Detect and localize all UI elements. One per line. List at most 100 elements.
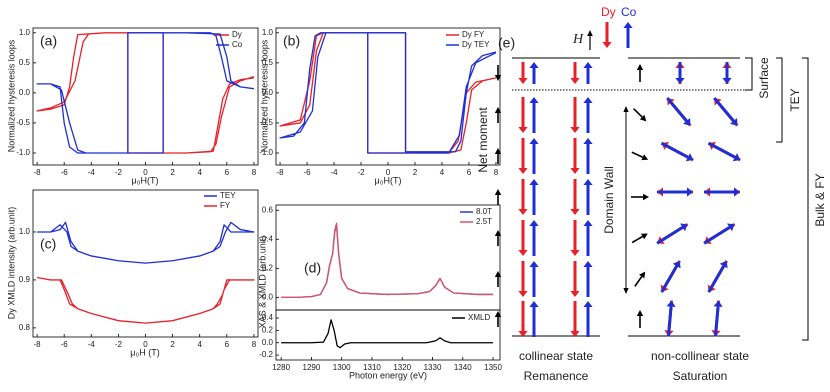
x-tick-label: 0 bbox=[386, 168, 391, 177]
arrow-shaft bbox=[666, 97, 688, 122]
arrow-head bbox=[529, 138, 539, 144]
arrow-head bbox=[529, 62, 539, 68]
plot-frame bbox=[275, 309, 501, 361]
arrow-head bbox=[570, 291, 580, 297]
x-tick-label: -2 bbox=[115, 340, 123, 349]
y-axis-label: XAS & XMLD (arb.unit) bbox=[257, 236, 267, 329]
state-label: non-collinear state bbox=[651, 349, 749, 363]
y-tick-label: 1.0 bbox=[262, 28, 274, 37]
y-tick-label: 0.4 bbox=[262, 234, 274, 243]
legend-label: Dy bbox=[232, 30, 242, 39]
co-label: Co bbox=[621, 5, 637, 19]
x-tick-label: 6 bbox=[467, 168, 472, 177]
arrow-head bbox=[687, 187, 693, 197]
arrow-head bbox=[640, 233, 648, 240]
arrow-head bbox=[583, 179, 593, 185]
state-label: collinear state bbox=[519, 349, 593, 363]
arrow-head bbox=[639, 271, 646, 279]
x-tick-label: 1280 bbox=[272, 363, 290, 372]
y-tick-label: 1.0 bbox=[19, 227, 31, 236]
data-line bbox=[281, 319, 494, 349]
arrow-head bbox=[570, 331, 580, 337]
x-tick-label: 1350 bbox=[484, 363, 502, 372]
y-tick-label: 0.0 bbox=[262, 292, 274, 301]
arrow-head bbox=[518, 78, 528, 84]
legend-label: 8.0T bbox=[476, 207, 492, 216]
arrow-head bbox=[583, 138, 593, 144]
bracket bbox=[776, 57, 783, 143]
arrow-head bbox=[727, 223, 735, 232]
bulk-fy-label: Bulk & FY bbox=[813, 173, 827, 226]
y-tick-label: 0.5 bbox=[262, 58, 274, 67]
x-axis-label: μ₀H(T) bbox=[132, 175, 159, 185]
arrow-head bbox=[518, 209, 528, 215]
arrow-head bbox=[583, 301, 593, 307]
x-tick-label: 1320 bbox=[393, 363, 411, 372]
legend-label: FY bbox=[220, 201, 231, 210]
arrow-head bbox=[570, 250, 580, 256]
arrow-head bbox=[570, 127, 580, 133]
arrow-head bbox=[518, 127, 528, 133]
legend-label: 2.5T bbox=[476, 217, 492, 226]
x-tick-label: -4 bbox=[330, 168, 338, 177]
arrow-head bbox=[639, 114, 647, 122]
arrow-head bbox=[570, 78, 580, 84]
y-tick-label: 0.0 bbox=[19, 88, 31, 97]
arrow-head bbox=[685, 153, 694, 162]
x-tick-label: 2 bbox=[413, 168, 418, 177]
bracket bbox=[802, 57, 809, 341]
x-tick-label: 0 bbox=[143, 340, 148, 349]
x-tick-label: 1340 bbox=[454, 363, 472, 372]
x-tick-label: -8 bbox=[276, 168, 284, 177]
panel-label: (b) bbox=[283, 33, 300, 49]
x-tick-label: 2 bbox=[170, 340, 175, 349]
arrow-head bbox=[734, 187, 740, 197]
x-tick-label: -4 bbox=[88, 168, 96, 177]
y-tick-label: -1.0 bbox=[16, 148, 30, 157]
x-tick-label: 8 bbox=[494, 168, 499, 177]
arrow-head bbox=[730, 118, 738, 126]
arrow-head bbox=[570, 209, 580, 215]
arrow-head bbox=[636, 310, 644, 316]
x-axis-label: μ₀H(T) bbox=[375, 175, 402, 185]
arrow-shaft bbox=[631, 151, 644, 158]
surface-label: Surface bbox=[757, 57, 771, 99]
arrow-head bbox=[529, 261, 539, 267]
arrow-head bbox=[623, 22, 633, 28]
x-tick-label: -8 bbox=[34, 168, 42, 177]
arrow-shaft bbox=[666, 306, 673, 337]
arrow-head bbox=[529, 301, 539, 307]
x-tick-label: 1300 bbox=[333, 363, 351, 372]
x-tick-label: -2 bbox=[357, 168, 365, 177]
y-tick-label: 0.2 bbox=[262, 263, 274, 272]
arrow-head bbox=[636, 64, 644, 70]
y-tick-label: -1.0 bbox=[259, 148, 273, 157]
arrow-shaft bbox=[707, 141, 736, 159]
domain-wall-label: Domain Wall bbox=[602, 166, 616, 234]
arrow-head bbox=[719, 260, 728, 269]
x-tick-label: 2 bbox=[170, 168, 175, 177]
x-tick-label: 4 bbox=[197, 340, 202, 349]
arrow-head bbox=[722, 78, 732, 84]
x-axis-label: Photon energy (eV) bbox=[349, 370, 427, 380]
y-axis-label: Normalized hysteresis loops bbox=[6, 39, 16, 152]
y-tick-label: 0.0 bbox=[262, 338, 274, 347]
legend-label: Dy FY bbox=[462, 30, 485, 39]
y-tick-label: 0.0 bbox=[262, 88, 274, 97]
arrow-shaft bbox=[634, 276, 643, 287]
arrow-head bbox=[529, 97, 539, 103]
data-line bbox=[36, 32, 255, 154]
arrow-head bbox=[518, 250, 528, 256]
panel-label: (d) bbox=[304, 260, 321, 276]
net-moment-label: Net moment bbox=[476, 107, 490, 173]
x-tick-label: 4 bbox=[440, 168, 445, 177]
legend-label: Co bbox=[232, 40, 243, 49]
arrow-head bbox=[643, 193, 649, 201]
arrow-head bbox=[587, 30, 593, 36]
arrow-head bbox=[583, 97, 593, 103]
arrow-head bbox=[518, 331, 528, 337]
data-line bbox=[281, 222, 494, 299]
arrow-head bbox=[583, 62, 593, 68]
arrow-head bbox=[518, 168, 528, 174]
arrow-head bbox=[623, 288, 629, 294]
